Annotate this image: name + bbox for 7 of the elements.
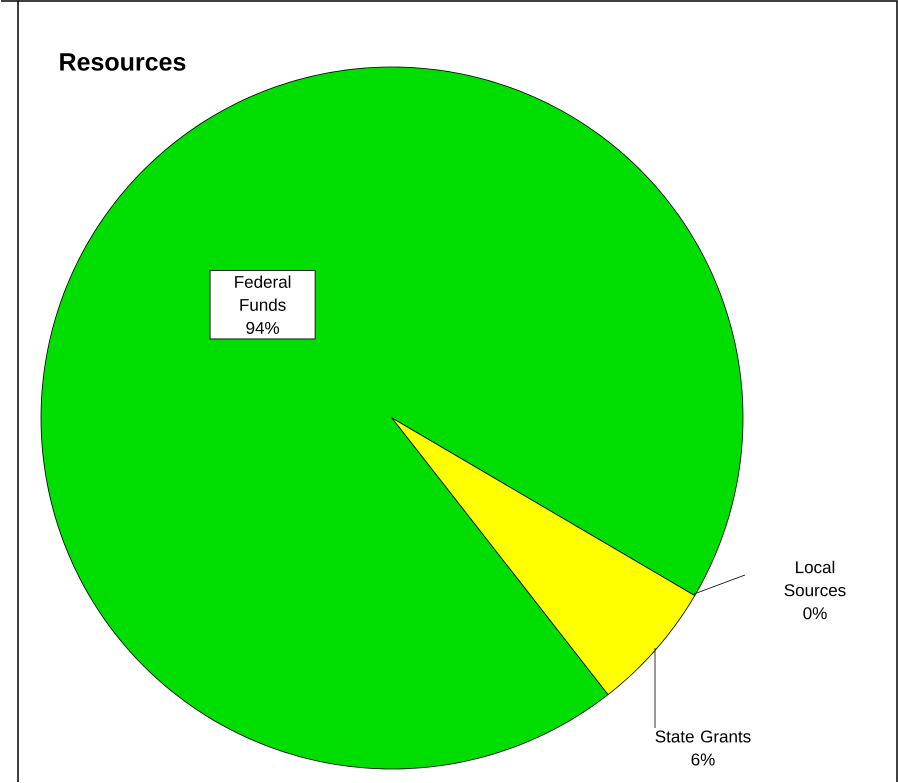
slice-label: Federal Funds (235, 275, 290, 311)
chart-title: Resources (60, 53, 186, 71)
text: 0% (803, 607, 827, 620)
data-label: 6% (692, 753, 715, 766)
data-label: 94% (246, 322, 279, 334)
slice-label: State Grants (656, 730, 751, 743)
category-label: Local Sources (784, 560, 846, 596)
